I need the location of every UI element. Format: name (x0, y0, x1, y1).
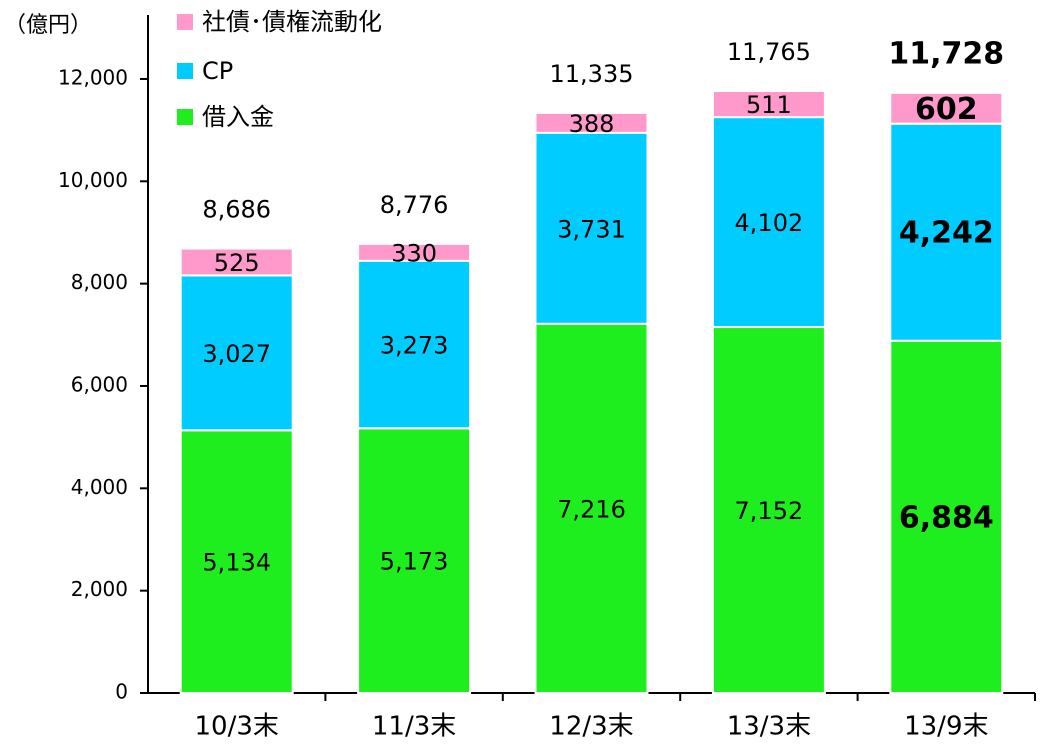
value-label: 5,134 (202, 549, 271, 577)
value-label: 4,102 (735, 209, 804, 237)
y-tick-label: 10,000 (58, 168, 128, 192)
x-tick-label: 10/3末 (195, 712, 279, 742)
bar-segment (357, 427, 472, 694)
legend-swatch (177, 63, 193, 79)
bar-segment (889, 122, 1004, 342)
x-tick-label: 13/3末 (727, 712, 811, 742)
bar-segment (711, 89, 826, 119)
value-label: 5,173 (380, 548, 449, 576)
total-label: 11,728 (888, 36, 1004, 71)
bar-segment (357, 259, 472, 430)
y-axis-unit: （億円） (4, 13, 92, 38)
value-label: 511 (746, 91, 792, 119)
bar-segment (711, 116, 826, 329)
value-label: 7,216 (557, 495, 626, 523)
legend-label: 社債･債権流動化 (202, 8, 382, 36)
legend-swatch (177, 14, 193, 30)
bar-segment (711, 326, 826, 694)
y-tick-label: 4,000 (71, 475, 128, 499)
legend-label: CP (202, 57, 233, 85)
bar-segment (179, 247, 294, 277)
value-label: 330 (391, 239, 437, 267)
value-label: 3,731 (557, 215, 626, 243)
x-tick-label: 11/3末 (372, 712, 456, 742)
x-tick-label: 12/3末 (549, 712, 633, 742)
y-tick-label: 8,000 (71, 270, 128, 294)
value-label: 6,884 (899, 500, 994, 535)
value-label: 3,273 (380, 332, 449, 360)
value-label: 602 (915, 92, 978, 127)
y-tick-label: 0 (115, 680, 128, 704)
total-label: 11,335 (550, 60, 634, 88)
y-tick-label: 2,000 (71, 577, 128, 601)
legend-swatch (177, 109, 193, 125)
value-label: 525 (214, 249, 260, 277)
bar-segment (179, 429, 294, 694)
total-label: 8,686 (202, 196, 271, 224)
value-label: 7,152 (735, 497, 804, 525)
y-tick-label: 6,000 (71, 372, 128, 396)
total-label: 8,776 (380, 191, 449, 219)
bar-segment (179, 274, 294, 432)
bar-segment (889, 339, 1004, 694)
total-label: 11,765 (727, 38, 811, 66)
value-label: 3,027 (202, 340, 271, 368)
y-tick-label: 12,000 (58, 65, 128, 89)
legend-label: 借入金 (202, 103, 274, 131)
bar-segment (357, 242, 472, 262)
bar-segment (889, 91, 1004, 125)
bar-segment (534, 111, 649, 134)
x-tick-label: 13/9末 (904, 712, 988, 742)
bar-segment (534, 322, 649, 694)
value-label: 4,242 (899, 216, 994, 251)
value-label: 388 (569, 110, 615, 138)
